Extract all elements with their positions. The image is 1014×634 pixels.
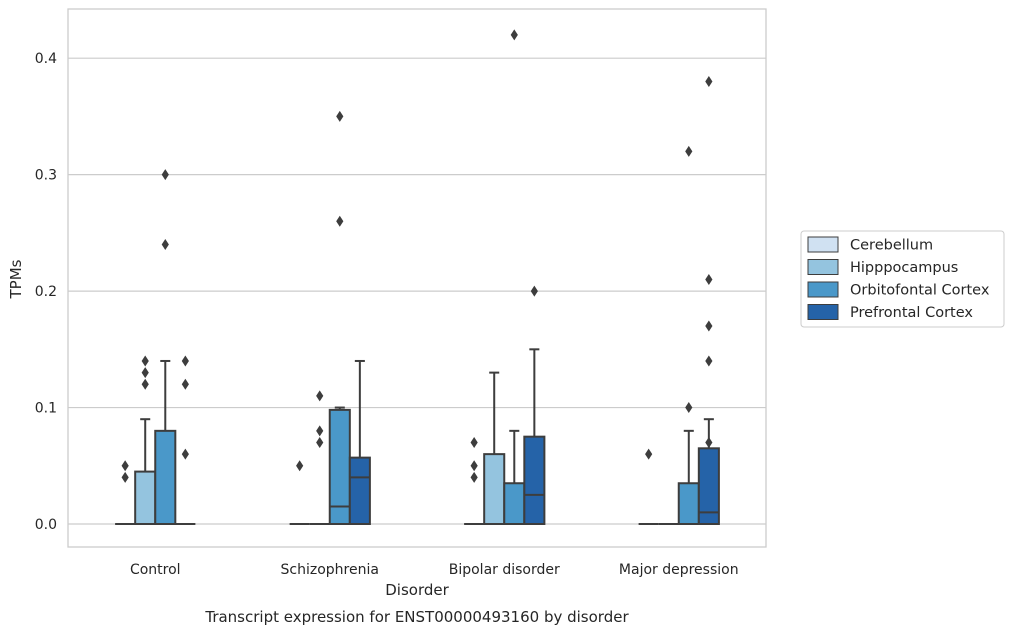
legend-swatch bbox=[807, 304, 839, 320]
box-body bbox=[697, 447, 720, 525]
outlier-point bbox=[705, 436, 713, 448]
box-schizophrenia-hipppocampus bbox=[309, 390, 330, 525]
box-bipolar-disorder-cerebellum bbox=[464, 436, 485, 525]
outlier-point bbox=[705, 273, 713, 285]
outlier-point bbox=[316, 390, 324, 402]
legend-label: Prefrontal Cortex bbox=[850, 305, 973, 321]
outlier-point bbox=[141, 367, 149, 379]
box-bipolar-disorder-hipppocampus bbox=[483, 371, 506, 526]
outlier-point bbox=[470, 436, 478, 448]
outlier-point bbox=[470, 460, 478, 472]
outlier-point bbox=[316, 425, 324, 437]
outlier-point bbox=[181, 378, 189, 390]
y-axis-ticks: 0.0 0.1 0.2 0.3 0.4 bbox=[35, 51, 57, 533]
box-schizophrenia-orbitofontal-cortex bbox=[328, 110, 351, 525]
box-control-prefrontal-cortex bbox=[175, 355, 196, 525]
legend-label: Orbitofontal Cortex bbox=[850, 283, 990, 299]
legend-frame bbox=[800, 230, 1005, 328]
plot-area-frame bbox=[67, 8, 767, 548]
outlier-point bbox=[705, 320, 713, 332]
y-tick-label: 0.4 bbox=[35, 51, 57, 67]
outlier-point bbox=[336, 215, 344, 227]
outlier-point bbox=[470, 471, 478, 483]
outlier-point bbox=[161, 169, 169, 181]
box-body bbox=[134, 470, 157, 526]
outlier-point bbox=[121, 460, 129, 472]
box-body bbox=[483, 453, 506, 526]
box-body bbox=[677, 482, 700, 525]
box-control-hipppocampus bbox=[134, 355, 157, 526]
outlier-point bbox=[645, 448, 653, 460]
box-control-orbitofontal-cortex bbox=[154, 169, 177, 525]
y-axis-label: TPMs bbox=[7, 259, 25, 299]
outlier-point bbox=[530, 285, 538, 297]
outlier-point bbox=[296, 460, 304, 472]
outlier-point bbox=[510, 29, 518, 41]
outlier-point bbox=[141, 378, 149, 390]
outlier-point bbox=[181, 355, 189, 367]
legend: Cerebellum Hipppocampus Orbitofontal Corte… bbox=[800, 230, 1005, 328]
box-bipolar-disorder-prefrontal-cortex bbox=[523, 285, 546, 526]
outlier-point bbox=[685, 145, 693, 157]
outlier-point bbox=[141, 355, 149, 367]
legend-swatch bbox=[807, 259, 839, 275]
x-axis-ticks: Control Schizophrenia Bipolar disorder Majo… bbox=[130, 562, 739, 578]
outlier-point bbox=[161, 239, 169, 251]
x-axis-label: Disorder bbox=[385, 581, 449, 599]
box-control-cerebellum bbox=[115, 460, 136, 525]
legend-label: Cerebellum bbox=[850, 238, 933, 254]
x-tick-label: Schizophrenia bbox=[281, 562, 379, 578]
box-body bbox=[348, 456, 371, 526]
y-tick-label: 0.0 bbox=[35, 517, 57, 533]
y-tick-label: 0.3 bbox=[35, 168, 57, 184]
box-body bbox=[503, 482, 526, 525]
legend-label: Hipppocampus bbox=[850, 260, 958, 276]
x-tick-label: Control bbox=[130, 562, 181, 578]
box-major-depression-prefrontal-cortex bbox=[697, 75, 720, 525]
box-schizophrenia-prefrontal-cortex bbox=[348, 359, 371, 526]
outlier-point bbox=[705, 75, 713, 87]
box-major-depression-orbitofontal-cortex bbox=[677, 145, 700, 525]
x-tick-label: Major depression bbox=[619, 562, 739, 578]
legend-swatch bbox=[807, 281, 839, 298]
outlier-point bbox=[336, 110, 344, 122]
box-groups bbox=[115, 29, 720, 526]
outlier-point bbox=[316, 436, 324, 448]
box-bipolar-disorder-orbitofontal-cortex bbox=[503, 29, 526, 525]
outlier-point bbox=[705, 355, 713, 367]
y-tick-label: 0.2 bbox=[35, 284, 57, 300]
y-tick-label: 0.1 bbox=[35, 401, 57, 417]
outlier-point bbox=[685, 402, 693, 414]
x-tick-label: Bipolar disorder bbox=[449, 562, 560, 578]
outlier-point bbox=[121, 471, 129, 483]
box-body bbox=[154, 429, 177, 525]
box-schizophrenia-cerebellum bbox=[289, 460, 310, 525]
box-major-depression-cerebellum bbox=[638, 448, 659, 525]
chart-caption: Transcript expression for ENST0000049316… bbox=[204, 608, 629, 626]
outlier-point bbox=[181, 448, 189, 460]
box-body bbox=[523, 435, 546, 526]
legend-swatch bbox=[807, 236, 839, 253]
